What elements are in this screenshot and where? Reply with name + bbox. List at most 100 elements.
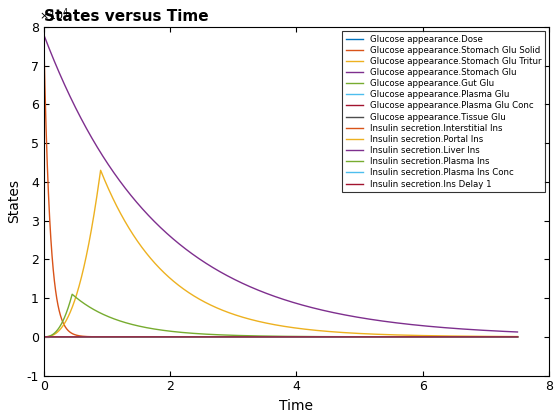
Glucose appearance.Stomach Glu Solid: [501, 334, 507, 339]
Glucose appearance.Plasma Glu: [500, 334, 507, 339]
Insulin secretion.Portal Ins: [501, 334, 507, 339]
Glucose appearance.Tissue Glu: [501, 334, 507, 339]
Insulin secretion.Ins Delay 1: [258, 334, 265, 339]
Glucose appearance.Tissue Glu: [40, 334, 47, 339]
Glucose appearance.Plasma Glu Conc: [514, 334, 521, 339]
Y-axis label: States: States: [7, 179, 21, 223]
Insulin secretion.Interstitial Ins: [270, 334, 277, 339]
Glucose appearance.Stomach Glu Solid: [64, 328, 71, 333]
Insulin secretion.Portal Ins: [40, 334, 47, 339]
Insulin secretion.Portal Ins: [258, 334, 265, 339]
Glucose appearance.Stomach Glu Solid: [270, 334, 277, 339]
Insulin secretion.Ins Delay 1: [501, 334, 507, 339]
Insulin secretion.Liver Ins: [413, 334, 420, 339]
Glucose appearance.Gut Glu: [258, 333, 265, 339]
Glucose appearance.Dose: [258, 334, 265, 339]
Glucose appearance.Gut Glu: [69, 292, 76, 297]
Insulin secretion.Interstitial Ins: [40, 334, 47, 339]
Insulin secretion.Liver Ins: [64, 334, 71, 339]
Glucose appearance.Plasma Glu: [270, 334, 277, 339]
Glucose appearance.Plasma Glu: [501, 334, 507, 339]
Insulin secretion.Liver Ins: [40, 334, 47, 339]
Text: $\times10^4$: $\times10^4$: [39, 7, 69, 23]
Insulin secretion.Liver Ins: [500, 334, 507, 339]
Insulin secretion.Liver Ins: [501, 334, 507, 339]
Glucose appearance.Plasma Glu Conc: [64, 334, 71, 339]
Insulin secretion.Interstitial Ins: [500, 334, 507, 339]
Glucose appearance.Gut Glu: [40, 334, 47, 339]
Insulin secretion.Plasma Ins Conc: [514, 334, 521, 339]
Legend: Glucose appearance.Dose, Glucose appearance.Stomach Glu Solid, Glucose appearanc: Glucose appearance.Dose, Glucose appeara…: [342, 31, 545, 192]
Line: Glucose appearance.Stomach Glu Solid: Glucose appearance.Stomach Glu Solid: [44, 34, 517, 337]
Glucose appearance.Stomach Glu Solid: [258, 334, 265, 339]
Insulin secretion.Plasma Ins Conc: [501, 334, 507, 339]
Glucose appearance.Dose: [500, 334, 507, 339]
Glucose appearance.Dose: [40, 334, 47, 339]
Glucose appearance.Tissue Glu: [514, 334, 521, 339]
Line: Glucose appearance.Stomach Glu Tritur: Glucose appearance.Stomach Glu Tritur: [44, 170, 517, 337]
Glucose appearance.Stomach Glu: [270, 294, 277, 299]
Insulin secretion.Plasma Ins Conc: [413, 334, 420, 339]
Glucose appearance.Gut Glu: [271, 334, 278, 339]
Glucose appearance.Gut Glu: [501, 334, 507, 339]
Glucose appearance.Stomach Glu: [40, 32, 47, 37]
Glucose appearance.Stomach Glu Tritur: [271, 322, 278, 327]
Glucose appearance.Stomach Glu Tritur: [64, 315, 71, 320]
Insulin secretion.Plasma Ins Conc: [270, 334, 277, 339]
Glucose appearance.Tissue Glu: [258, 334, 265, 339]
Glucose appearance.Gut Glu: [501, 334, 507, 339]
Glucose appearance.Dose: [514, 334, 521, 339]
Glucose appearance.Dose: [413, 334, 420, 339]
Insulin secretion.Plasma Ins: [514, 334, 521, 339]
Glucose appearance.Gut Glu: [514, 334, 521, 339]
Insulin secretion.Plasma Ins Conc: [64, 334, 71, 339]
Insulin secretion.Plasma Ins: [270, 334, 277, 339]
Insulin secretion.Ins Delay 1: [270, 334, 277, 339]
Glucose appearance.Gut Glu: [414, 334, 421, 339]
Glucose appearance.Plasma Glu Conc: [413, 334, 420, 339]
Insulin secretion.Plasma Ins Conc: [40, 334, 47, 339]
Glucose appearance.Plasma Glu: [64, 334, 71, 339]
Glucose appearance.Stomach Glu Tritur: [97, 168, 104, 173]
Insulin secretion.Ins Delay 1: [413, 334, 420, 339]
Glucose appearance.Stomach Glu Tritur: [514, 334, 521, 339]
Insulin secretion.Plasma Ins: [64, 334, 71, 339]
Insulin secretion.Portal Ins: [270, 334, 277, 339]
X-axis label: Time: Time: [279, 399, 314, 413]
Insulin secretion.Plasma Ins: [40, 334, 47, 339]
Glucose appearance.Gut Glu: [64, 306, 71, 311]
Insulin secretion.Liver Ins: [514, 334, 521, 339]
Insulin secretion.Ins Delay 1: [514, 334, 521, 339]
Glucose appearance.Tissue Glu: [500, 334, 507, 339]
Glucose appearance.Stomach Glu: [64, 89, 71, 94]
Glucose appearance.Tissue Glu: [413, 334, 420, 339]
Glucose appearance.Plasma Glu Conc: [258, 334, 265, 339]
Glucose appearance.Tissue Glu: [64, 334, 71, 339]
Glucose appearance.Plasma Glu: [413, 334, 420, 339]
Insulin secretion.Plasma Ins: [500, 334, 507, 339]
Glucose appearance.Stomach Glu Solid: [500, 334, 507, 339]
Insulin secretion.Ins Delay 1: [500, 334, 507, 339]
Insulin secretion.Portal Ins: [500, 334, 507, 339]
Glucose appearance.Plasma Glu: [258, 334, 265, 339]
Insulin secretion.Interstitial Ins: [258, 334, 265, 339]
Glucose appearance.Stomach Glu Tritur: [40, 334, 47, 339]
Glucose appearance.Stomach Glu Solid: [514, 334, 521, 339]
Glucose appearance.Stomach Glu: [514, 329, 521, 334]
Glucose appearance.Stomach Glu: [501, 329, 507, 334]
Glucose appearance.Tissue Glu: [270, 334, 277, 339]
Glucose appearance.Plasma Glu Conc: [270, 334, 277, 339]
Glucose appearance.Dose: [64, 334, 71, 339]
Glucose appearance.Stomach Glu Tritur: [501, 334, 507, 339]
Glucose appearance.Dose: [501, 334, 507, 339]
Glucose appearance.Plasma Glu: [514, 334, 521, 339]
Insulin secretion.Ins Delay 1: [40, 334, 47, 339]
Glucose appearance.Stomach Glu Tritur: [501, 334, 507, 339]
Glucose appearance.Stomach Glu Tritur: [414, 333, 421, 338]
Glucose appearance.Stomach Glu: [500, 329, 507, 334]
Insulin secretion.Portal Ins: [514, 334, 521, 339]
Insulin secretion.Plasma Ins Conc: [500, 334, 507, 339]
Line: Glucose appearance.Stomach Glu: Glucose appearance.Stomach Glu: [44, 34, 517, 332]
Insulin secretion.Plasma Ins: [413, 334, 420, 339]
Insulin secretion.Interstitial Ins: [413, 334, 420, 339]
